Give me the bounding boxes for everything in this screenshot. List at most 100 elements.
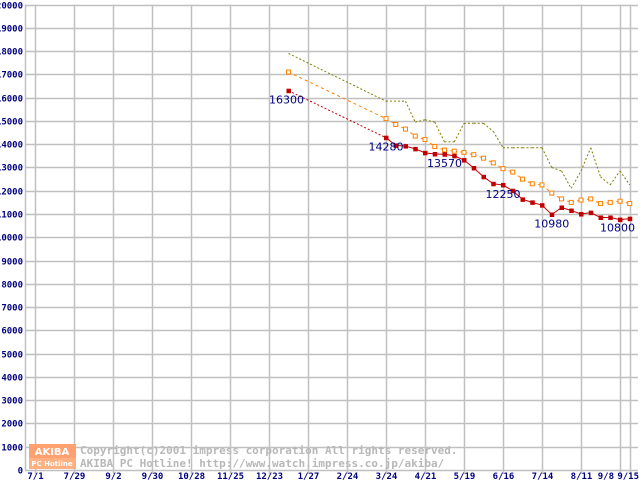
average-point xyxy=(607,199,613,205)
x-tick-label: 8/11 xyxy=(571,472,593,480)
y-tick-label: 20000 xyxy=(0,2,23,12)
minimum-point xyxy=(549,212,555,217)
x-tick-label: 10/28 xyxy=(178,472,205,480)
maximum-line-segment xyxy=(561,170,572,189)
minimum-point xyxy=(462,158,467,163)
minimum-point xyxy=(432,151,438,157)
y-tick-label: 10000 xyxy=(0,234,23,244)
average-point xyxy=(442,147,447,153)
minimum-point xyxy=(384,135,389,141)
minimum-point xyxy=(510,188,516,194)
minimum-point xyxy=(579,212,584,217)
average-point xyxy=(539,182,545,188)
minimum-point xyxy=(501,182,506,188)
average-point xyxy=(520,176,525,182)
average-point xyxy=(393,121,399,127)
average-point xyxy=(559,196,564,202)
x-axis-ticks: 7/1 7/29 9/2 9/30 10/28 11/25 12/23 1/27 2/24 3/2… xyxy=(27,472,639,480)
maximum-line-segment xyxy=(619,170,631,186)
y-tick-label: 17000 xyxy=(0,71,23,81)
data-label: 10980 xyxy=(534,217,569,230)
y-axis-ticks: 0 1000 2000 3000 4000 5000 6000 7000 8000 9000 100… xyxy=(0,2,23,477)
x-tick-label: 9/8 xyxy=(598,472,614,480)
y-tick-label: 13000 xyxy=(0,164,23,174)
x-tick-label: 7/14 xyxy=(532,472,554,480)
y-tick-label: 4000 xyxy=(1,374,23,384)
average-point xyxy=(490,160,496,166)
y-tick-label: 19000 xyxy=(0,25,23,35)
x-tick-label: 9/30 xyxy=(142,472,164,480)
maximum-line-segment xyxy=(483,122,494,132)
series-layer xyxy=(286,53,633,223)
average-point xyxy=(549,190,555,196)
minimum-point xyxy=(393,143,399,148)
data-label: 16300 xyxy=(269,94,304,107)
watermark: AKIBA PC Hotline Copyright(c)2001 impres… xyxy=(29,444,458,470)
x-tick-label: 3/24 xyxy=(376,472,398,480)
logo-top-text: AKIBA xyxy=(35,447,70,458)
data-label: 14280 xyxy=(369,141,404,154)
x-tick-label: 7/1 xyxy=(27,472,43,480)
average-point xyxy=(286,69,291,75)
x-tick-label: 5/19 xyxy=(454,472,476,480)
average-point xyxy=(500,166,506,172)
maximum-line-segment xyxy=(492,131,504,148)
maximum-line-segment xyxy=(551,167,562,172)
minimum-point xyxy=(471,165,477,171)
average-point xyxy=(627,201,633,207)
minimum-point xyxy=(559,205,564,211)
average-point xyxy=(451,148,457,154)
copyright-text: Copyright(c)2001 impress corporation All… xyxy=(80,444,458,457)
maximum-line-segment xyxy=(424,119,435,123)
y-tick-label: 6000 xyxy=(1,327,23,337)
y-tick-label: 16000 xyxy=(0,95,23,105)
x-tick-label: 9/15 xyxy=(617,472,639,480)
logo-bottom-text: PC Hotline xyxy=(31,460,73,468)
average-point xyxy=(481,155,486,161)
series-maximum xyxy=(288,53,631,189)
average-point xyxy=(588,196,594,202)
y-tick-label: 8000 xyxy=(1,281,23,291)
minimum-point xyxy=(598,215,603,221)
grid xyxy=(24,4,638,474)
y-tick-label: 5000 xyxy=(1,351,23,361)
minimum-point xyxy=(569,208,574,214)
minimum-point xyxy=(608,215,613,221)
series-average xyxy=(286,69,633,207)
minimum-point xyxy=(423,150,428,156)
y-tick-label: 18000 xyxy=(0,48,23,58)
data-labels: 16300 14280 13570 12250 10980 10800 xyxy=(269,94,635,235)
minimum-point xyxy=(481,174,486,180)
average-point xyxy=(461,149,467,155)
y-tick-label: 7000 xyxy=(1,304,23,314)
maximum-line-segment xyxy=(541,147,553,168)
maximum-line-segment xyxy=(415,119,426,123)
y-tick-label: 9000 xyxy=(1,258,23,268)
maximum-line-segment xyxy=(434,121,445,143)
minimum-point xyxy=(286,88,291,94)
average-point xyxy=(471,152,477,158)
x-tick-label: 2/24 xyxy=(337,472,359,480)
minimum-point xyxy=(627,216,633,222)
series-minimum xyxy=(286,88,633,223)
maximum-line-segment xyxy=(405,100,416,123)
minimum-point xyxy=(530,200,535,205)
average-point xyxy=(529,181,535,187)
y-tick-label: 11000 xyxy=(0,211,23,221)
logo-top-band xyxy=(29,444,76,458)
minimum-point xyxy=(540,203,545,208)
y-tick-label: 1000 xyxy=(1,444,23,454)
minimum-point xyxy=(452,153,457,159)
minimum-point xyxy=(520,197,525,202)
y-tick-label: 2000 xyxy=(1,420,23,430)
average-point xyxy=(412,133,418,139)
x-tick-label: 6/16 xyxy=(493,472,515,480)
minimum-point xyxy=(442,152,447,157)
minimum-point xyxy=(413,146,418,152)
maximum-line-segment xyxy=(580,147,592,172)
data-label: 10800 xyxy=(600,222,635,235)
average-line-segment xyxy=(288,71,387,120)
x-tick-label: 1/27 xyxy=(298,472,320,480)
